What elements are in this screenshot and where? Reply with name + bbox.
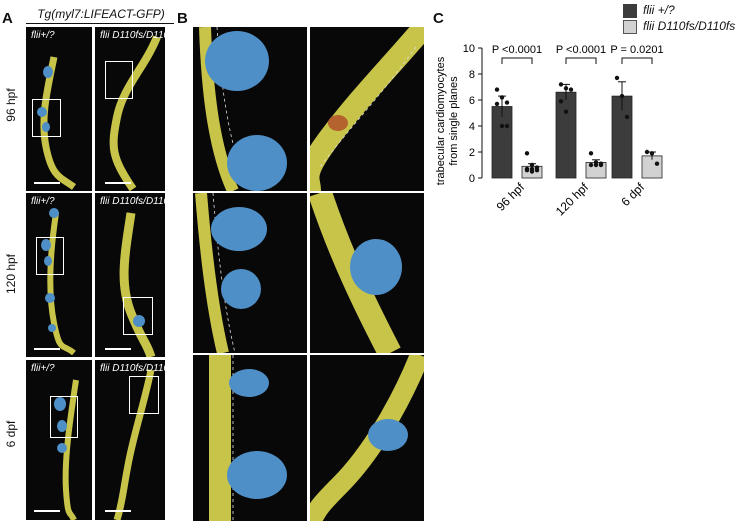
zoom-box [50,396,78,438]
data-point [494,101,500,107]
x-tick-label: 96 hpf [494,180,528,214]
genotype-wt: flii+/? [31,30,55,41]
zoom-box [129,376,159,414]
stage-label-120hpf: 120 hpf [4,253,18,295]
p-value-label: P <0.0001 [556,44,606,56]
data-point [619,93,625,99]
micrograph-96hpf-wt: flii+/? [26,27,92,191]
y-tick-label: 6 [469,95,475,107]
zoom-micrograph-6dpf-mut [310,355,424,521]
genotype-wt: flii+/? [31,363,55,374]
zoom-micrograph-96hpf-wt [193,27,307,191]
zoom-micrograph-6dpf-wt [193,355,307,521]
stage-label-96hpf: 96 hpf [4,88,18,122]
zoom-box [105,61,133,99]
genotype-mut: flii D110fs/D110fs [100,30,165,41]
micrograph-96hpf-mut: flii D110fs/D110fs [95,27,165,191]
p-value-label: P <0.0001 [492,44,542,56]
significance-bracket [565,57,597,64]
panel-a-title: Tg(myl7:LIFEACT-GFP) [37,7,165,21]
genotype-wt: flii+/? [31,196,55,207]
data-point [614,75,620,81]
y-tick-label: 4 [469,121,475,133]
data-point [644,149,650,155]
data-point [598,162,604,168]
y-tick-label: 10 [463,43,475,55]
data-point [558,99,564,104]
scale-bar [105,182,131,184]
data-point [529,169,535,174]
micrograph-6dpf-mut: flii D110fs/D110fs [95,360,165,520]
scale-bar [105,510,131,512]
data-point [534,168,540,173]
data-point [499,95,505,100]
data-point [499,123,505,129]
stage-label-6dpf: 6 dpf [4,420,18,448]
genotype-mut: flii D110fs/D110fs [100,196,165,207]
x-tick-label: 120 hpf [553,180,592,219]
bar [555,91,577,179]
legend-label-wt: flii +/? [643,3,675,17]
panel-label-b: B [177,10,188,27]
micrograph-6dpf-wt: flii+/? [26,360,92,520]
data-point [568,87,574,92]
data-point [588,151,594,156]
data-point [529,162,535,168]
legend-swatch-wt [623,4,637,18]
data-point [593,162,599,168]
scale-bar [34,510,60,512]
zoom-micrograph-120hpf-mut [310,193,424,353]
zoom-box [32,99,61,137]
data-point [624,114,630,120]
y-tick-label: 8 [469,69,475,81]
bar [491,106,513,179]
zoom-box [36,237,64,275]
legend-label-mut: flii D110fs/D110fs [643,19,736,33]
legend-swatch-mut [623,20,637,34]
scale-bar [34,182,60,184]
micrograph-120hpf-mut: flii D110fs/D110fs [95,193,165,357]
data-point [504,100,510,105]
data-point [649,151,655,156]
panel-label-a: A [2,10,13,27]
scale-bar [105,348,131,350]
y-tick-label: 0 [469,173,475,185]
p-value-label: P = 0.0201 [610,44,663,56]
data-point [563,86,569,91]
zoom-micrograph-96hpf-mut [310,27,424,191]
y-axis-label: trabecular cardiomyocytesfrom single pla… [435,56,460,185]
x-tick-label: 6 dpf [618,180,647,209]
data-point [563,109,569,114]
data-point [524,168,530,173]
genotype-mut: flii D110fs/D110fs [100,363,165,374]
zoom-box [123,297,153,335]
y-tick-label: 2 [469,147,475,159]
data-point [588,162,594,168]
panel-label-c: C [433,10,444,27]
data-point [504,123,510,129]
data-point [558,82,564,87]
data-point [494,87,500,92]
significance-bracket [501,57,533,64]
micrograph-120hpf-wt: flii+/? [26,193,92,357]
data-point [654,161,660,166]
header-underline [26,23,174,24]
scale-bar [34,348,60,350]
data-point [524,151,530,156]
significance-bracket [621,57,653,64]
zoom-micrograph-120hpf-wt [193,193,307,353]
